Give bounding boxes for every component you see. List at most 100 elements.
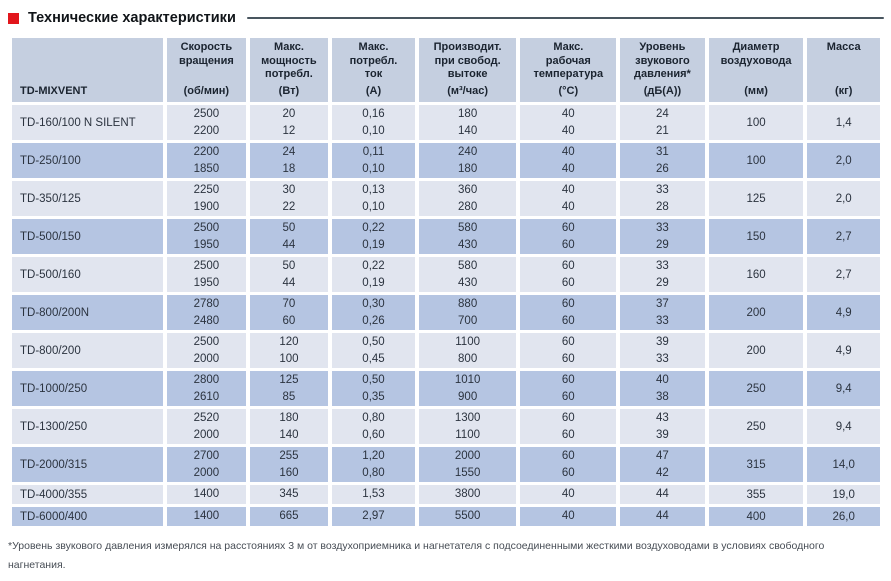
cell-mass: 2,0 (807, 143, 880, 178)
cell-current: 0,30 0,26 (332, 295, 415, 330)
cell-speed: 1400 (167, 485, 246, 504)
table-row: TD-4000/355 1400 345 1,53 3800 40 44 355 19,0 (12, 485, 880, 504)
cell-diameter: 400 (708, 507, 804, 526)
cell-diameter: 250 (708, 371, 804, 406)
cell-diameter: 315 (708, 447, 804, 482)
cell-airflow: 1010 900 (418, 371, 517, 406)
cell-speed: 2700 2000 (167, 447, 246, 482)
cell-power: 24 18 (249, 143, 329, 178)
column-label: Макс. рабочая температура (533, 41, 604, 80)
cell-current: 0,22 0,19 (332, 219, 415, 254)
column-unit: (А) (365, 85, 382, 97)
column-label: Скорость вращения (178, 41, 234, 67)
column-header-model: TD-MIXVENT (12, 38, 164, 102)
column-header-current: Макс. потребл. ток (А) (332, 38, 415, 102)
column-label: Макс. мощность потребл. (261, 41, 317, 80)
model-name: TD-160/100 N SILENT (12, 105, 164, 140)
cell-temp: 60 60 (520, 219, 617, 254)
cell-diameter: 200 (708, 295, 804, 330)
model-name: TD-6000/400 (12, 507, 164, 526)
cell-airflow: 880 700 (418, 295, 517, 330)
cell-diameter: 100 (708, 105, 804, 140)
table-row: TD-1300/250 2520 2000 180 140 0,80 0,60 1300 110… (12, 409, 880, 444)
column-unit: (дБ(А)) (643, 85, 682, 97)
column-label: Диаметр воздуховода (720, 41, 792, 67)
cell-mass: 2,0 (807, 181, 880, 216)
cell-noise: 33 29 (620, 257, 705, 292)
cell-speed: 2500 1950 (167, 219, 246, 254)
cell-airflow: 360 280 (418, 181, 517, 216)
cell-power: 50 44 (249, 257, 329, 292)
cell-power: 20 12 (249, 105, 329, 140)
section-title: Технические характеристики (28, 10, 236, 26)
column-unit: (кг) (834, 85, 853, 97)
table-row: TD-2000/315 2700 2000 255 160 1,20 0,80 2000 155… (12, 447, 880, 482)
cell-power: 30 22 (249, 181, 329, 216)
cell-current: 1,20 0,80 (332, 447, 415, 482)
model-name: TD-500/160 (12, 257, 164, 292)
cell-airflow: 2000 1550 (418, 447, 517, 482)
cell-noise: 43 39 (620, 409, 705, 444)
cell-mass: 9,4 (807, 371, 880, 406)
cell-power: 120 100 (249, 333, 329, 368)
cell-current: 0,22 0,19 (332, 257, 415, 292)
column-unit: (мм) (744, 85, 768, 97)
cell-power: 255 160 (249, 447, 329, 482)
cell-temp: 40 40 (520, 105, 617, 140)
table-row: TD-1000/250 2800 2610 125 85 0,50 0,35 1010 900 6… (12, 371, 880, 406)
cell-speed: 1400 (167, 507, 246, 526)
table-row: TD-250/100 2200 1850 24 18 0,11 0,10 240 180 40 40… (12, 143, 880, 178)
cell-current: 2,97 (332, 507, 415, 526)
cell-airflow: 580 430 (418, 219, 517, 254)
cell-current: 0,11 0,10 (332, 143, 415, 178)
cell-airflow: 5500 (418, 507, 517, 526)
cell-noise: 24 21 (620, 105, 705, 140)
cell-noise: 33 29 (620, 219, 705, 254)
cell-mass: 14,0 (807, 447, 880, 482)
cell-power: 180 140 (249, 409, 329, 444)
cell-airflow: 3800 (418, 485, 517, 504)
cell-diameter: 200 (708, 333, 804, 368)
cell-speed: 2500 2000 (167, 333, 246, 368)
column-unit: (об/мин) (183, 85, 230, 97)
model-name: TD-350/125 (12, 181, 164, 216)
column-header-speed: Скорость вращения (об/мин) (167, 38, 246, 102)
cell-noise: 33 28 (620, 181, 705, 216)
cell-airflow: 240 180 (418, 143, 517, 178)
cell-power: 125 85 (249, 371, 329, 406)
cell-noise: 31 26 (620, 143, 705, 178)
column-header-temp: Макс. рабочая температура (°C) (520, 38, 617, 102)
cell-temp: 60 60 (520, 447, 617, 482)
cell-speed: 2500 1950 (167, 257, 246, 292)
column-unit: (°C) (558, 85, 579, 97)
cell-noise: 37 33 (620, 295, 705, 330)
cell-current: 0,50 0,35 (332, 371, 415, 406)
table-row: TD-800/200 2500 2000 120 100 0,50 0,45 1100 800 6… (12, 333, 880, 368)
cell-current: 0,50 0,45 (332, 333, 415, 368)
section-header: Технические характеристики (8, 10, 887, 26)
section-bullet-icon (8, 12, 19, 24)
cell-noise: 44 (620, 507, 705, 526)
footnote: *Уровень звукового давления измерялся на… (8, 540, 825, 571)
cell-temp: 60 60 (520, 295, 617, 330)
cell-speed: 2250 1900 (167, 181, 246, 216)
table-row: TD-800/200N 2780 2480 70 60 0,30 0,26 880 700 60 6… (12, 295, 880, 330)
cell-mass: 9,4 (807, 409, 880, 444)
cell-noise: 47 42 (620, 447, 705, 482)
column-label: TD-MIXVENT (20, 84, 88, 97)
column-header-power: Макс. мощность потребл. (Вт) (249, 38, 329, 102)
column-label: Уровень звукового давления* (634, 41, 691, 80)
cell-temp: 40 40 (520, 143, 617, 178)
cell-current: 0,80 0,60 (332, 409, 415, 444)
column-unit: (м³/час) (447, 85, 489, 97)
column-header-mass: Масса (кг) (807, 38, 880, 102)
cell-airflow: 1300 1100 (418, 409, 517, 444)
column-unit: (Вт) (278, 85, 300, 97)
cell-temp: 60 60 (520, 371, 617, 406)
cell-noise: 44 (620, 485, 705, 504)
model-name: TD-500/150 (12, 219, 164, 254)
model-name: TD-4000/355 (12, 485, 164, 504)
cell-noise: 40 38 (620, 371, 705, 406)
column-label: Масса (826, 41, 861, 53)
